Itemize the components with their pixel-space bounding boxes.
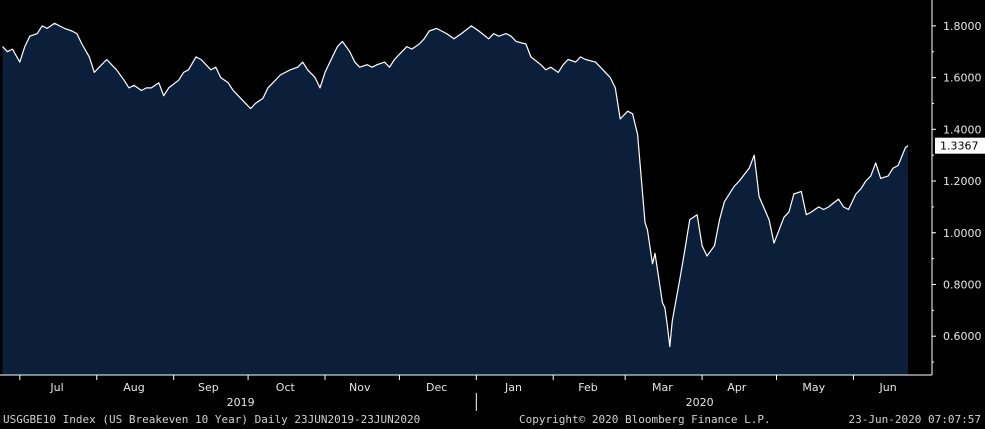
x-month-label: Jul: [49, 381, 63, 394]
x-month-label: Jun: [879, 381, 897, 394]
x-month-label: Apr: [727, 381, 747, 394]
y-tick-label: 1.0000: [943, 227, 982, 240]
footer-bar: USGGBE10 Index (US Breakeven 10 Year) Da…: [0, 411, 985, 429]
x-month-label: Nov: [349, 381, 371, 394]
x-year-label: 2019: [227, 396, 255, 409]
y-tick-label: 1.6000: [943, 72, 982, 85]
y-tick-label: 0.6000: [943, 330, 982, 343]
x-month-label: Aug: [123, 381, 144, 394]
x-month-label: Oct: [276, 381, 296, 394]
x-month-label: Sep: [198, 381, 219, 394]
y-tick-label: 1.4000: [943, 123, 982, 136]
x-month-label: May: [802, 381, 825, 394]
last-value-label: 1.3367: [940, 140, 979, 153]
x-month-label: Dec: [426, 381, 447, 394]
y-tick-label: 1.2000: [943, 175, 982, 188]
y-tick-label: 1.8000: [943, 20, 982, 33]
y-tick-label: 0.8000: [943, 278, 982, 291]
series-area-fill: [2, 23, 908, 376]
footer-timestamp: 23-Jun-2020 07:07:57: [848, 413, 981, 426]
footer-copyright: Copyright© 2020 Bloomberg Finance L.P.: [519, 413, 771, 426]
x-month-label: Mar: [652, 381, 673, 394]
x-year-label: 2020: [686, 396, 714, 409]
x-month-label: Jan: [504, 381, 522, 394]
last-value-box: [935, 137, 985, 154]
breakeven-chart: 0.6000 0.8000 1.0000 1.2000 1.4000 1.6000 1.80…: [0, 0, 985, 411]
footer-ticker-description: USGGBE10 Index (US Breakeven 10 Year) Da…: [3, 413, 421, 426]
series-line: [2, 22, 909, 348]
x-month-label: Feb: [578, 381, 597, 394]
